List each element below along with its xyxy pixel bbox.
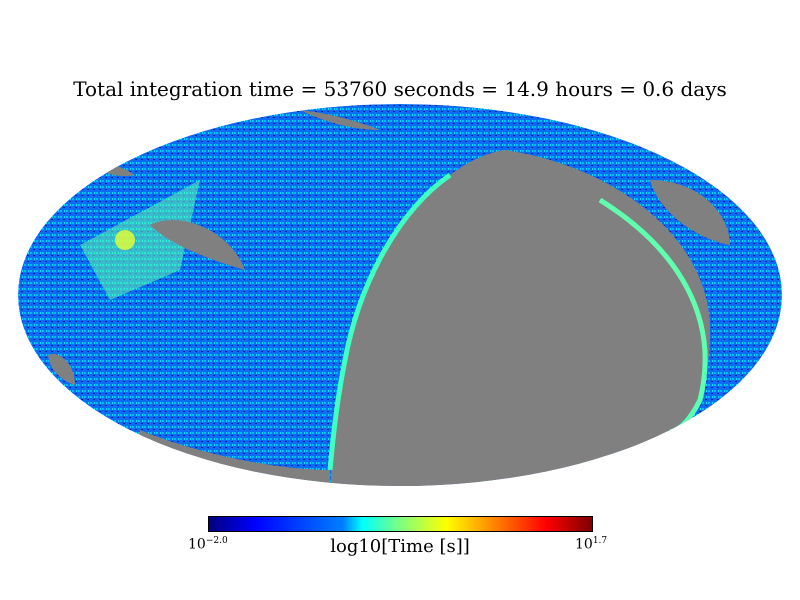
colorbar-min-label: 10−2.0 xyxy=(188,536,228,553)
hotspot-peak xyxy=(115,230,135,250)
colorbar xyxy=(208,516,593,532)
colorbar-max-base: 10 xyxy=(575,536,593,553)
colorbar-min-exponent: −2.0 xyxy=(205,536,228,546)
gap-5 xyxy=(300,110,380,130)
unobserved-region xyxy=(330,150,710,486)
colorbar-max-exponent: 1.7 xyxy=(592,536,608,546)
gap-2 xyxy=(650,180,730,245)
bright-edge xyxy=(327,172,452,471)
colorbar-label: log10[Time [s]] xyxy=(330,536,470,557)
bright-hotspot xyxy=(80,180,200,300)
gap-3 xyxy=(48,354,75,385)
colorbar-min-base: 10 xyxy=(188,536,206,553)
colorbar-max-label: 101.7 xyxy=(575,536,607,553)
gap-1 xyxy=(150,220,245,270)
chart-title: Total integration time = 53760 seconds =… xyxy=(73,77,727,101)
